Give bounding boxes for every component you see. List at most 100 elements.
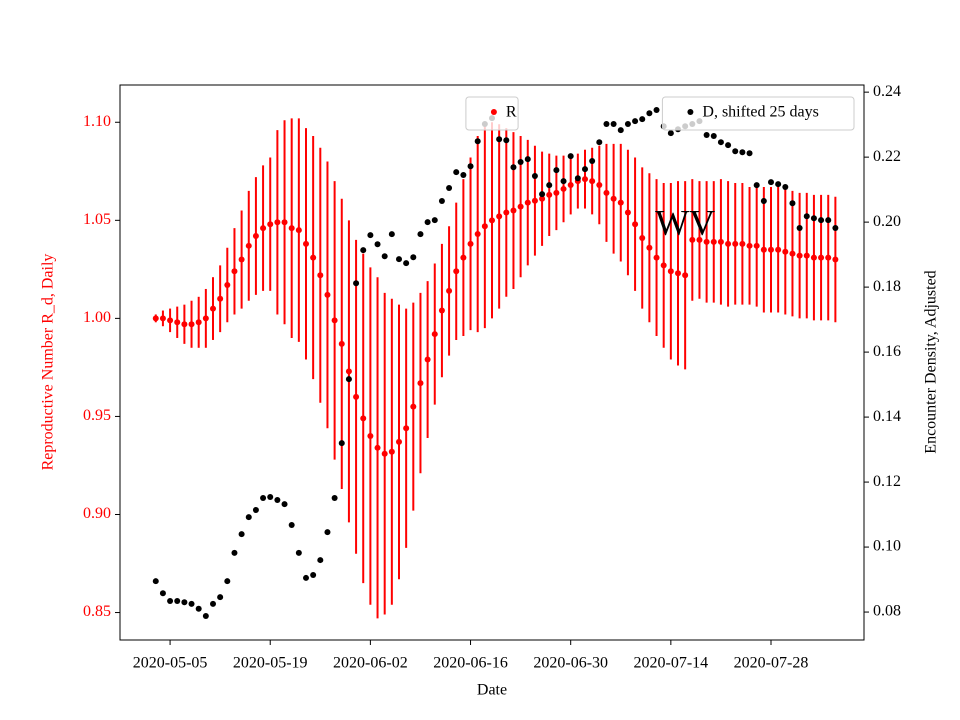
point [639, 116, 646, 123]
x-tick-label: 2020-07-14 [634, 655, 709, 672]
point [803, 252, 810, 259]
point [331, 495, 338, 502]
y-axis-label: Reproductive Number R_d, Daily [40, 254, 57, 471]
point [632, 221, 639, 228]
point [524, 156, 531, 163]
point [825, 254, 832, 261]
point [531, 197, 538, 204]
point [467, 240, 474, 247]
series [152, 118, 839, 619]
point [295, 227, 302, 234]
point [460, 172, 467, 179]
point [195, 605, 202, 612]
point [288, 225, 295, 232]
point [453, 169, 460, 176]
point [775, 181, 782, 188]
point [181, 321, 188, 328]
point [224, 282, 231, 289]
point [152, 578, 159, 585]
point [553, 167, 560, 174]
point [646, 110, 653, 117]
point [460, 254, 467, 261]
point [167, 598, 174, 605]
y-tick-label: 0.90 [83, 505, 111, 522]
point [288, 521, 295, 528]
point [267, 221, 274, 228]
point [281, 219, 288, 226]
point [238, 531, 245, 538]
annotation: WV [655, 202, 715, 242]
point [481, 223, 488, 230]
point [424, 219, 431, 226]
point [424, 356, 431, 363]
point [560, 185, 567, 192]
point [818, 254, 825, 261]
point [260, 225, 267, 232]
point [467, 163, 474, 170]
point [324, 291, 331, 298]
point [245, 242, 252, 249]
y-tick-label: 1.10 [83, 113, 111, 130]
point [281, 501, 288, 508]
y2-tick-label: 0.24 [873, 83, 901, 100]
point [202, 315, 209, 322]
point [438, 198, 445, 205]
point [417, 231, 424, 238]
point [396, 256, 402, 263]
legend: D, shifted 25 days [661, 96, 855, 131]
point [810, 254, 817, 261]
x-tick-label: 2020-05-19 [233, 655, 308, 672]
point [295, 549, 302, 556]
point [417, 380, 424, 387]
point [367, 232, 374, 239]
point [345, 368, 352, 375]
point [753, 182, 760, 189]
point [782, 248, 789, 255]
point [632, 118, 639, 125]
point [410, 403, 417, 410]
point [639, 234, 646, 241]
point [174, 598, 181, 605]
point [582, 176, 588, 183]
point [159, 315, 166, 322]
point [746, 242, 753, 249]
point [710, 238, 717, 245]
y-tick-label: 0.95 [83, 407, 111, 424]
point [832, 256, 839, 263]
legend: R [465, 96, 519, 131]
point [660, 262, 667, 269]
point [331, 317, 338, 324]
point [653, 254, 660, 261]
point [374, 241, 381, 248]
point [317, 272, 324, 279]
point [317, 557, 324, 564]
point [589, 158, 596, 165]
point [503, 209, 510, 216]
point [624, 209, 631, 216]
point [782, 184, 789, 191]
point [560, 178, 567, 185]
point [489, 217, 495, 224]
point [252, 507, 259, 514]
plot-frame [119, 84, 865, 641]
point [195, 319, 202, 326]
point [725, 240, 732, 247]
point [431, 331, 438, 338]
y2-tick-label: 0.16 [873, 343, 901, 360]
point [617, 199, 624, 206]
point [567, 153, 574, 160]
point [653, 107, 660, 114]
point [703, 132, 710, 139]
point [624, 120, 631, 127]
point [324, 529, 331, 536]
point [746, 150, 753, 157]
point [274, 496, 281, 503]
point [768, 246, 774, 253]
point [717, 139, 724, 146]
point [689, 236, 696, 243]
legend-marker [490, 109, 497, 115]
point [217, 295, 224, 302]
point [381, 253, 388, 260]
point [610, 195, 617, 202]
point [510, 207, 517, 214]
